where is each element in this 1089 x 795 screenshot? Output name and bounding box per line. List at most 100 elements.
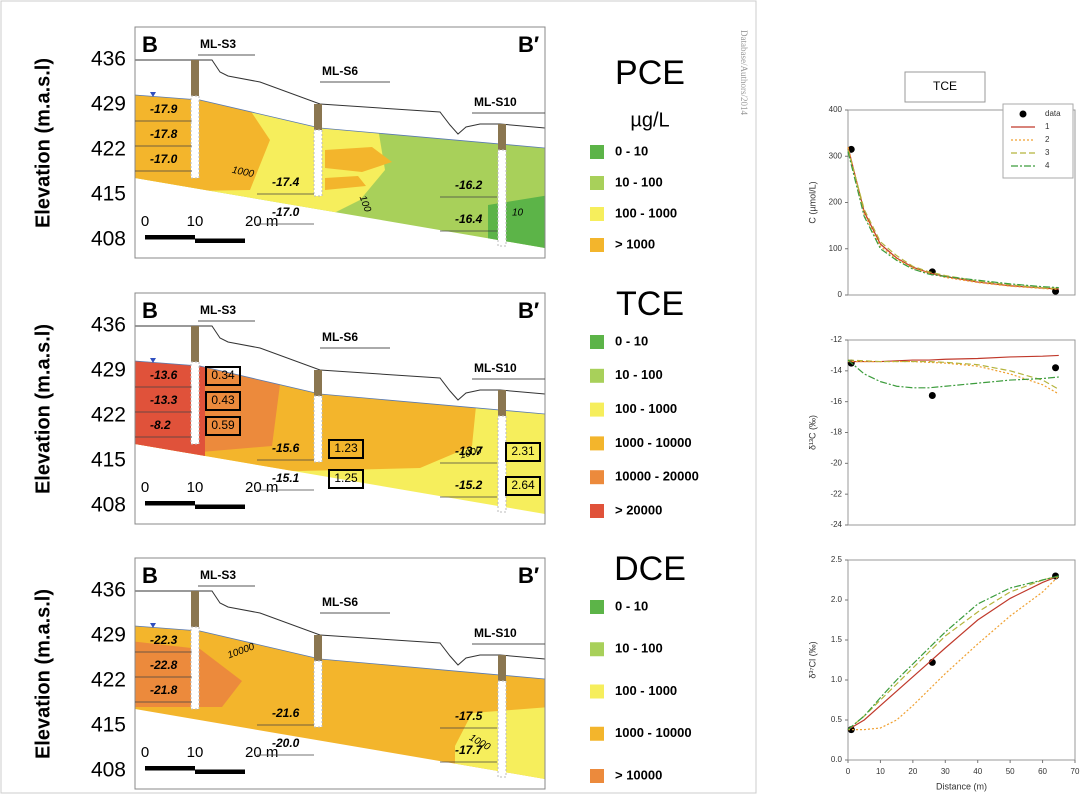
y-tick-label: -12 xyxy=(830,335,842,344)
figure: Database/Authors/2014 ML-S3 ML-S6 ML-S10 B B… xyxy=(0,0,1089,795)
legend-label: 10 - 100 xyxy=(615,367,663,382)
elevation-tick-label: 422 xyxy=(91,404,126,427)
scale-label: 0 xyxy=(141,213,149,230)
isotope-value: -21.6 xyxy=(272,706,300,720)
elevation-tick-label: 429 xyxy=(91,359,126,382)
isotope-value: -16.4 xyxy=(455,212,483,226)
legend-swatch xyxy=(590,685,604,699)
section-end: B′ xyxy=(518,563,539,588)
y-tick-label: -18 xyxy=(830,428,842,437)
legend-label: 0 - 10 xyxy=(615,598,648,613)
cross-section: ML-S3ML-S6ML-S10BB′Elevation (m.a.s.l)43… xyxy=(32,285,699,526)
well-casing xyxy=(191,60,199,96)
scale-bar xyxy=(145,235,195,239)
scale-bar xyxy=(195,505,245,509)
x-tick-label: 60 xyxy=(1038,767,1047,776)
well-screen xyxy=(191,362,199,444)
well-screen xyxy=(498,416,506,512)
section-start: B xyxy=(142,32,158,57)
y-axis-label: Elevation (m.a.s.l) xyxy=(32,324,54,494)
well-casing xyxy=(498,655,506,681)
elevation-tick-label: 422 xyxy=(91,138,126,161)
well-label: ML-S10 xyxy=(474,361,517,375)
legend-label: 100 - 1000 xyxy=(615,205,677,220)
isotope-value: -17.0 xyxy=(272,205,300,219)
isotope-value: -13.6 xyxy=(150,368,178,382)
isotope-value: -22.8 xyxy=(150,658,178,672)
elevation-tick-label: 408 xyxy=(91,494,126,517)
well-screen xyxy=(191,627,199,709)
ratio-value: 1.25 xyxy=(334,471,358,485)
legend-label: 1000 - 10000 xyxy=(615,435,692,450)
legend-swatch xyxy=(590,403,604,417)
y-tick-label: -22 xyxy=(830,489,842,498)
well-screen xyxy=(498,150,506,246)
data-point xyxy=(1052,364,1059,371)
isotope-value: -20.0 xyxy=(272,736,300,750)
elevation-tick-label: 429 xyxy=(91,624,126,647)
legend-swatch xyxy=(590,436,604,450)
legend-label: data xyxy=(1045,109,1061,118)
elevation-tick-label: 436 xyxy=(91,314,126,337)
well-label: ML-S6 xyxy=(322,330,358,344)
well-casing xyxy=(314,104,322,130)
y-tick-label: 0 xyxy=(838,290,843,299)
well-label: ML-S3 xyxy=(200,303,236,317)
well-casing xyxy=(191,326,199,362)
well-casing xyxy=(314,635,322,661)
plot-frame xyxy=(848,340,1075,525)
y-tick-label: -16 xyxy=(830,397,842,406)
isotope-value: -16.2 xyxy=(455,178,483,192)
legend-title: PCE xyxy=(615,54,685,92)
well-label: ML-S10 xyxy=(474,626,517,640)
elevation-tick-label: 408 xyxy=(91,228,126,251)
y-tick-label: 0.0 xyxy=(831,755,843,764)
isotope-value: -15.6 xyxy=(272,441,300,455)
legend-label: 100 - 1000 xyxy=(615,401,677,416)
well-screen xyxy=(314,396,322,462)
ratio-value: 1.23 xyxy=(334,441,358,455)
model-line xyxy=(848,576,1059,730)
elevation-tick-label: 415 xyxy=(91,449,126,472)
elevation-tick-label: 436 xyxy=(91,579,126,602)
isotope-value: -8.2 xyxy=(150,418,171,432)
isotope-value: -17.8 xyxy=(150,127,178,141)
legend-box xyxy=(1003,104,1073,178)
well-label: ML-S3 xyxy=(200,568,236,582)
model-line xyxy=(848,362,1059,394)
elevation-tick-label: 436 xyxy=(91,48,126,71)
scale-label: 0 xyxy=(141,479,149,496)
legend-label: 10000 - 20000 xyxy=(615,469,699,484)
concentration-zone xyxy=(488,195,550,260)
model-line xyxy=(848,355,1059,361)
y-tick-label: -20 xyxy=(830,458,842,467)
watermark: Database/Authors/2014 xyxy=(739,30,749,115)
scale-bar xyxy=(145,766,195,770)
section-start: B xyxy=(142,563,158,588)
x-tick-label: 20 xyxy=(908,767,917,776)
isotope-value: -17.0 xyxy=(150,152,178,166)
legend-label: 0 - 10 xyxy=(615,143,648,158)
elevation-tick-label: 408 xyxy=(91,759,126,782)
y-tick-label: 1.0 xyxy=(831,675,843,684)
data-point xyxy=(929,392,936,399)
x-tick-label: 10 xyxy=(876,767,885,776)
well-screen xyxy=(314,130,322,196)
scale-bar xyxy=(145,501,195,505)
isotope-value: -15.2 xyxy=(455,478,483,492)
legend-label: 1000 - 10000 xyxy=(615,725,692,740)
legend-unit: µg/L xyxy=(630,109,669,131)
legend-swatch xyxy=(590,470,604,484)
legend-swatch xyxy=(590,600,604,614)
y-axis-label: δ³⁷Cl (‰) xyxy=(807,641,817,678)
well-label: ML-S3 xyxy=(200,37,236,51)
x-axis-label: Distance (m) xyxy=(936,781,987,791)
legend-label: 10 - 100 xyxy=(615,641,663,656)
y-axis-label: δ¹³C (‰) xyxy=(807,415,817,450)
well-screen xyxy=(191,96,199,178)
legend-swatch xyxy=(590,642,604,656)
well-label: ML-S10 xyxy=(474,95,517,109)
scale-label: 10 xyxy=(187,213,204,230)
legend-swatch xyxy=(590,727,604,741)
